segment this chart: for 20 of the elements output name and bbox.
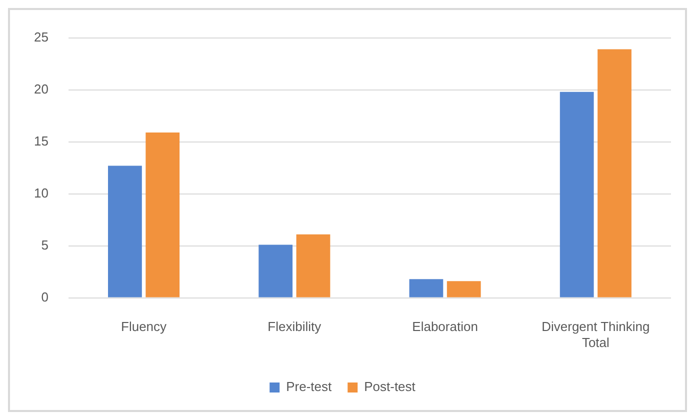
y-tick-label: 15 <box>34 133 48 148</box>
y-tick-label: 5 <box>41 237 48 252</box>
x-tick-label: Fluency <box>121 319 168 334</box>
y-tick-label: 10 <box>34 185 48 200</box>
legend-label: Pre-test <box>286 379 332 394</box>
bar <box>409 279 444 298</box>
legend-label: Post-test <box>364 379 416 394</box>
x-tick-label: Divergent Thinking Total <box>542 319 650 350</box>
x-tick-label: Elaboration <box>412 319 478 334</box>
bar <box>296 234 330 298</box>
y-tick-label: 25 <box>34 29 48 44</box>
y-tick-label: 0 <box>41 289 48 304</box>
x-tick-label: Flexibility <box>268 319 322 334</box>
bar <box>258 244 293 298</box>
bar <box>108 166 142 298</box>
bar <box>560 92 594 298</box>
bar <box>446 281 481 298</box>
bar <box>146 132 180 298</box>
y-tick-label: 20 <box>34 81 48 96</box>
bar <box>598 49 632 298</box>
